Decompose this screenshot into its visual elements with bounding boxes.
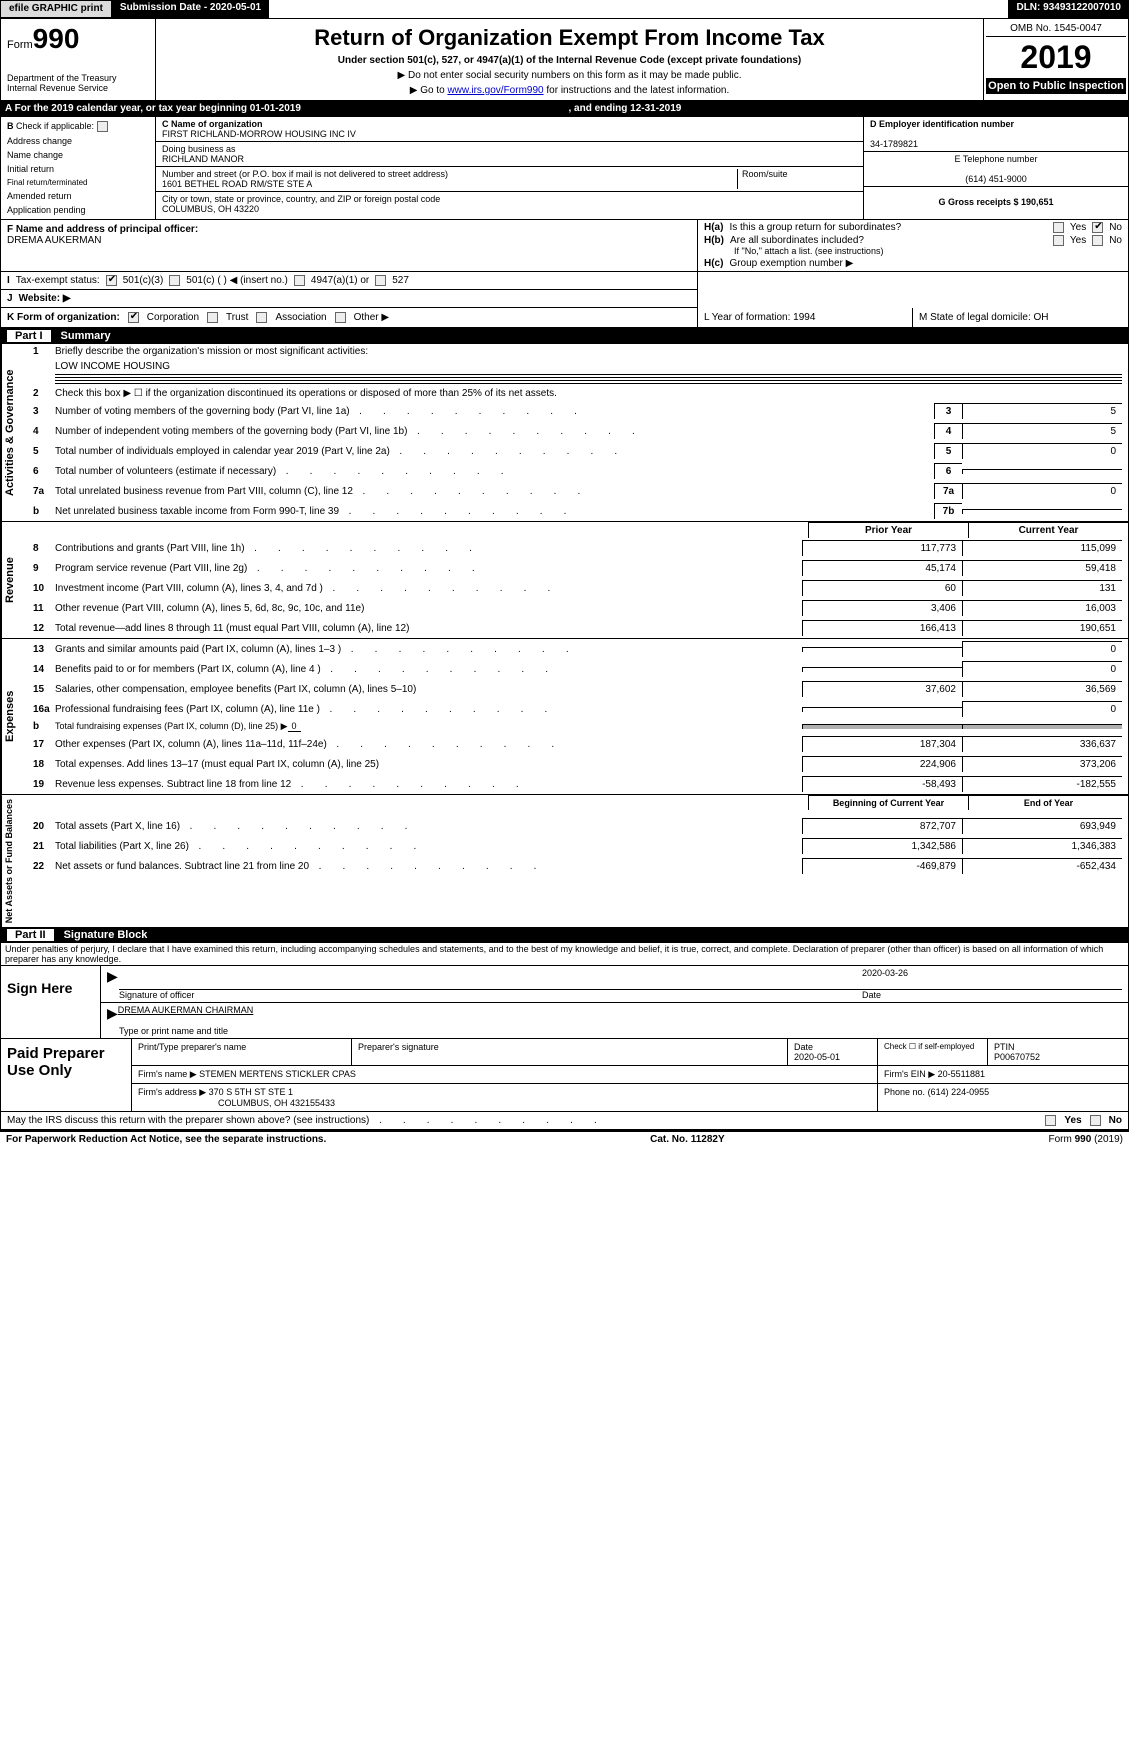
- net-assets-section: Net Assets or Fund Balances Beginning of…: [1, 795, 1128, 927]
- topbar: efile GRAPHIC print Submission Date - 20…: [0, 0, 1129, 18]
- row-k-l-m: K Form of organization: Corporation Trus…: [1, 308, 1128, 328]
- open-inspection: Open to Public Inspection: [986, 78, 1126, 94]
- activities-governance: Activities & Governance 1Briefly describ…: [1, 344, 1128, 522]
- form-label: Form990: [7, 23, 149, 55]
- paid-preparer: Paid Preparer Use Only Print/Type prepar…: [1, 1038, 1128, 1112]
- omb-number: OMB No. 1545-0047: [986, 21, 1126, 37]
- irs-label: Internal Revenue Service: [7, 83, 149, 93]
- row-j: JWebsite: ▶: [1, 290, 697, 308]
- instructions-link-row: ▶ Go to www.irs.gov/Form990 for instruct…: [162, 85, 977, 96]
- checkbox[interactable]: [97, 121, 108, 132]
- dept-label: Department of the Treasury: [7, 73, 149, 83]
- instructions-link[interactable]: www.irs.gov/Form990: [447, 85, 543, 96]
- efile-button[interactable]: efile GRAPHIC print: [0, 0, 112, 18]
- footer: For Paperwork Reduction Act Notice, see …: [0, 1132, 1129, 1147]
- column-d: D Employer identification number34-17898…: [863, 117, 1128, 219]
- form-header: Form990 Department of the Treasury Inter…: [1, 19, 1128, 101]
- tax-year: 2019: [986, 37, 1126, 78]
- perjury-statement: Under penalties of perjury, I declare th…: [1, 943, 1128, 965]
- revenue-section: Revenue Prior YearCurrent Year 8Contribu…: [1, 522, 1128, 639]
- dln: DLN: 93493122007010: [1008, 0, 1129, 18]
- column-c: C Name of organizationFIRST RICHLAND-MOR…: [156, 117, 863, 219]
- sign-here: Sign Here ▶2020-03-26 Signature of offic…: [1, 965, 1128, 1038]
- discuss-row: May the IRS discuss this return with the…: [1, 1112, 1128, 1131]
- part-ii-header: Part IISignature Block: [1, 927, 1128, 943]
- ssn-warning: ▶ Do not enter social security numbers o…: [162, 70, 977, 81]
- expenses-section: Expenses 13Grants and similar amounts pa…: [1, 639, 1128, 795]
- form-990: Form990 Department of the Treasury Inter…: [0, 18, 1129, 1132]
- row-i: ITax-exempt status: 501(c)(3) 501(c) ( )…: [1, 272, 697, 290]
- row-f-h: F Name and address of principal officer:…: [1, 220, 1128, 272]
- form-subtitle: Under section 501(c), 527, or 4947(a)(1)…: [162, 55, 977, 66]
- section-b-through-g: B Check if applicable: Address change Na…: [1, 117, 1128, 220]
- part-i-header: Part ISummary: [1, 328, 1128, 344]
- form-title: Return of Organization Exempt From Incom…: [162, 25, 977, 51]
- line-a: A For the 2019 calendar year, or tax yea…: [1, 101, 1128, 117]
- column-b: B Check if applicable: Address change Na…: [1, 117, 156, 219]
- submission-date: Submission Date - 2020-05-01: [112, 0, 269, 18]
